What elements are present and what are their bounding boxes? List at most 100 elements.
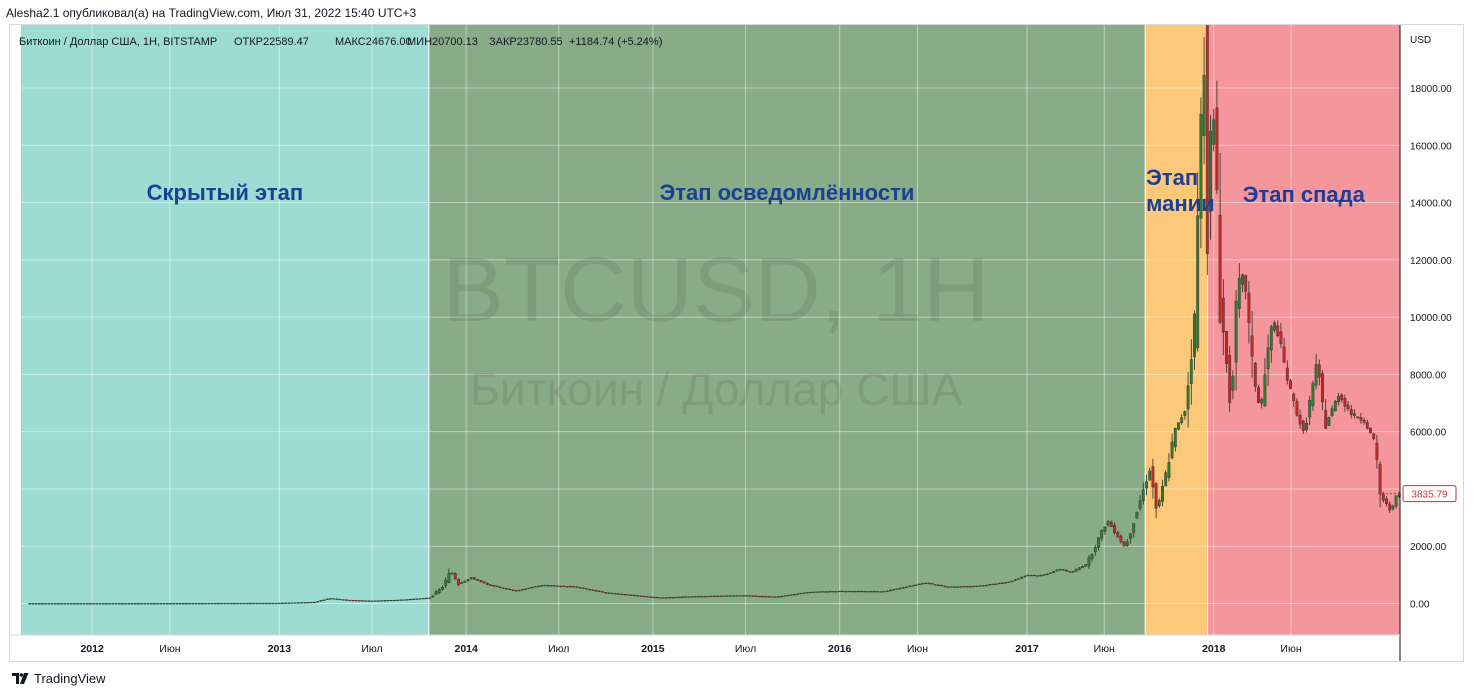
candle [1234,300,1238,363]
candle [620,593,624,596]
x-tick-label: Июл [361,643,382,655]
candle [425,597,428,600]
candle [1113,524,1116,534]
candle [1116,532,1120,538]
candle [1045,573,1049,575]
candle [1327,417,1331,426]
candle [985,584,988,587]
candle [876,591,880,593]
phase-bands [21,25,1400,635]
candle [521,589,524,591]
candle [37,603,41,605]
candle [1170,441,1174,459]
candle [265,602,268,605]
candle [677,596,681,599]
candle [767,596,771,598]
candle [255,602,259,605]
candle [319,600,323,602]
candle [1007,581,1011,583]
y-tick-label: 8000.00 [1410,370,1447,381]
phase-labels: Скрытый этап Этап осведомлённости Этап мани… [147,165,1366,216]
candle [1100,530,1104,539]
candle [1013,579,1017,581]
footer-brand[interactable]: TradingView [12,671,106,686]
candle [1253,362,1257,387]
candle [300,602,304,604]
candle [729,595,732,597]
candle [1090,553,1094,559]
candle [748,595,752,597]
candle [453,573,457,580]
candle [863,591,867,593]
candle [885,590,889,592]
candle [277,602,281,605]
candle [108,603,112,605]
candle [271,602,275,605]
candle [380,600,384,602]
candle [761,596,764,598]
candle [210,602,214,605]
candle [1317,364,1321,378]
phase-label: Этап спада [1243,182,1366,207]
candle [1388,503,1392,511]
candle [847,590,851,593]
candle [796,593,800,595]
candle [1298,415,1302,425]
candle [111,603,115,605]
candle [591,589,595,591]
y-tick-label: 14000.00 [1410,199,1452,210]
y-tick-label: 6000.00 [1410,428,1447,439]
candle [1087,557,1091,566]
candle [1138,500,1142,509]
candle [181,603,185,605]
candle [233,602,236,605]
candle [1266,347,1270,369]
watermark: BTCUSD, 1H Биткоин / Доллар США [443,239,990,415]
candle [1311,383,1315,406]
candle [700,596,704,598]
candle [229,602,233,605]
candle [82,603,86,605]
candle [1257,387,1260,403]
candle [1039,575,1043,577]
candle [713,595,716,597]
x-tick-label: 2016 [828,643,852,655]
candle [703,596,707,598]
tradingview-logo-icon [12,673,29,684]
candle [175,603,179,605]
candle [1250,335,1254,357]
candle [1081,566,1084,569]
candle [428,597,432,599]
candle [1122,541,1126,547]
candle [204,603,208,605]
candle [1321,373,1324,403]
candle [495,585,499,588]
y-axis: USD0.002000.004000.006000.008000.0010000… [1399,25,1452,661]
candle [473,577,476,580]
candle [924,582,928,584]
candle [543,584,547,587]
candle [514,590,518,592]
candle [1036,575,1040,577]
candle [783,595,787,597]
phase-band [428,25,1146,635]
candle [370,600,374,602]
candle [997,582,1001,585]
candle [383,600,387,602]
candle [921,583,924,585]
candle [1180,417,1184,423]
candle [581,587,585,589]
candle [367,600,371,602]
y-axis-unit: USD [1410,35,1431,46]
candle [562,585,566,587]
candle [105,603,108,605]
btcusd-chart[interactable]: BTCUSD, 1H Биткоин / Доллар США Скрытый … [10,25,1463,661]
candle [284,602,288,604]
candle [1362,420,1366,423]
candle [306,602,310,604]
candle [124,603,128,605]
candle [943,585,947,588]
candle [274,602,278,605]
candle [1157,500,1161,507]
candle [261,602,265,605]
